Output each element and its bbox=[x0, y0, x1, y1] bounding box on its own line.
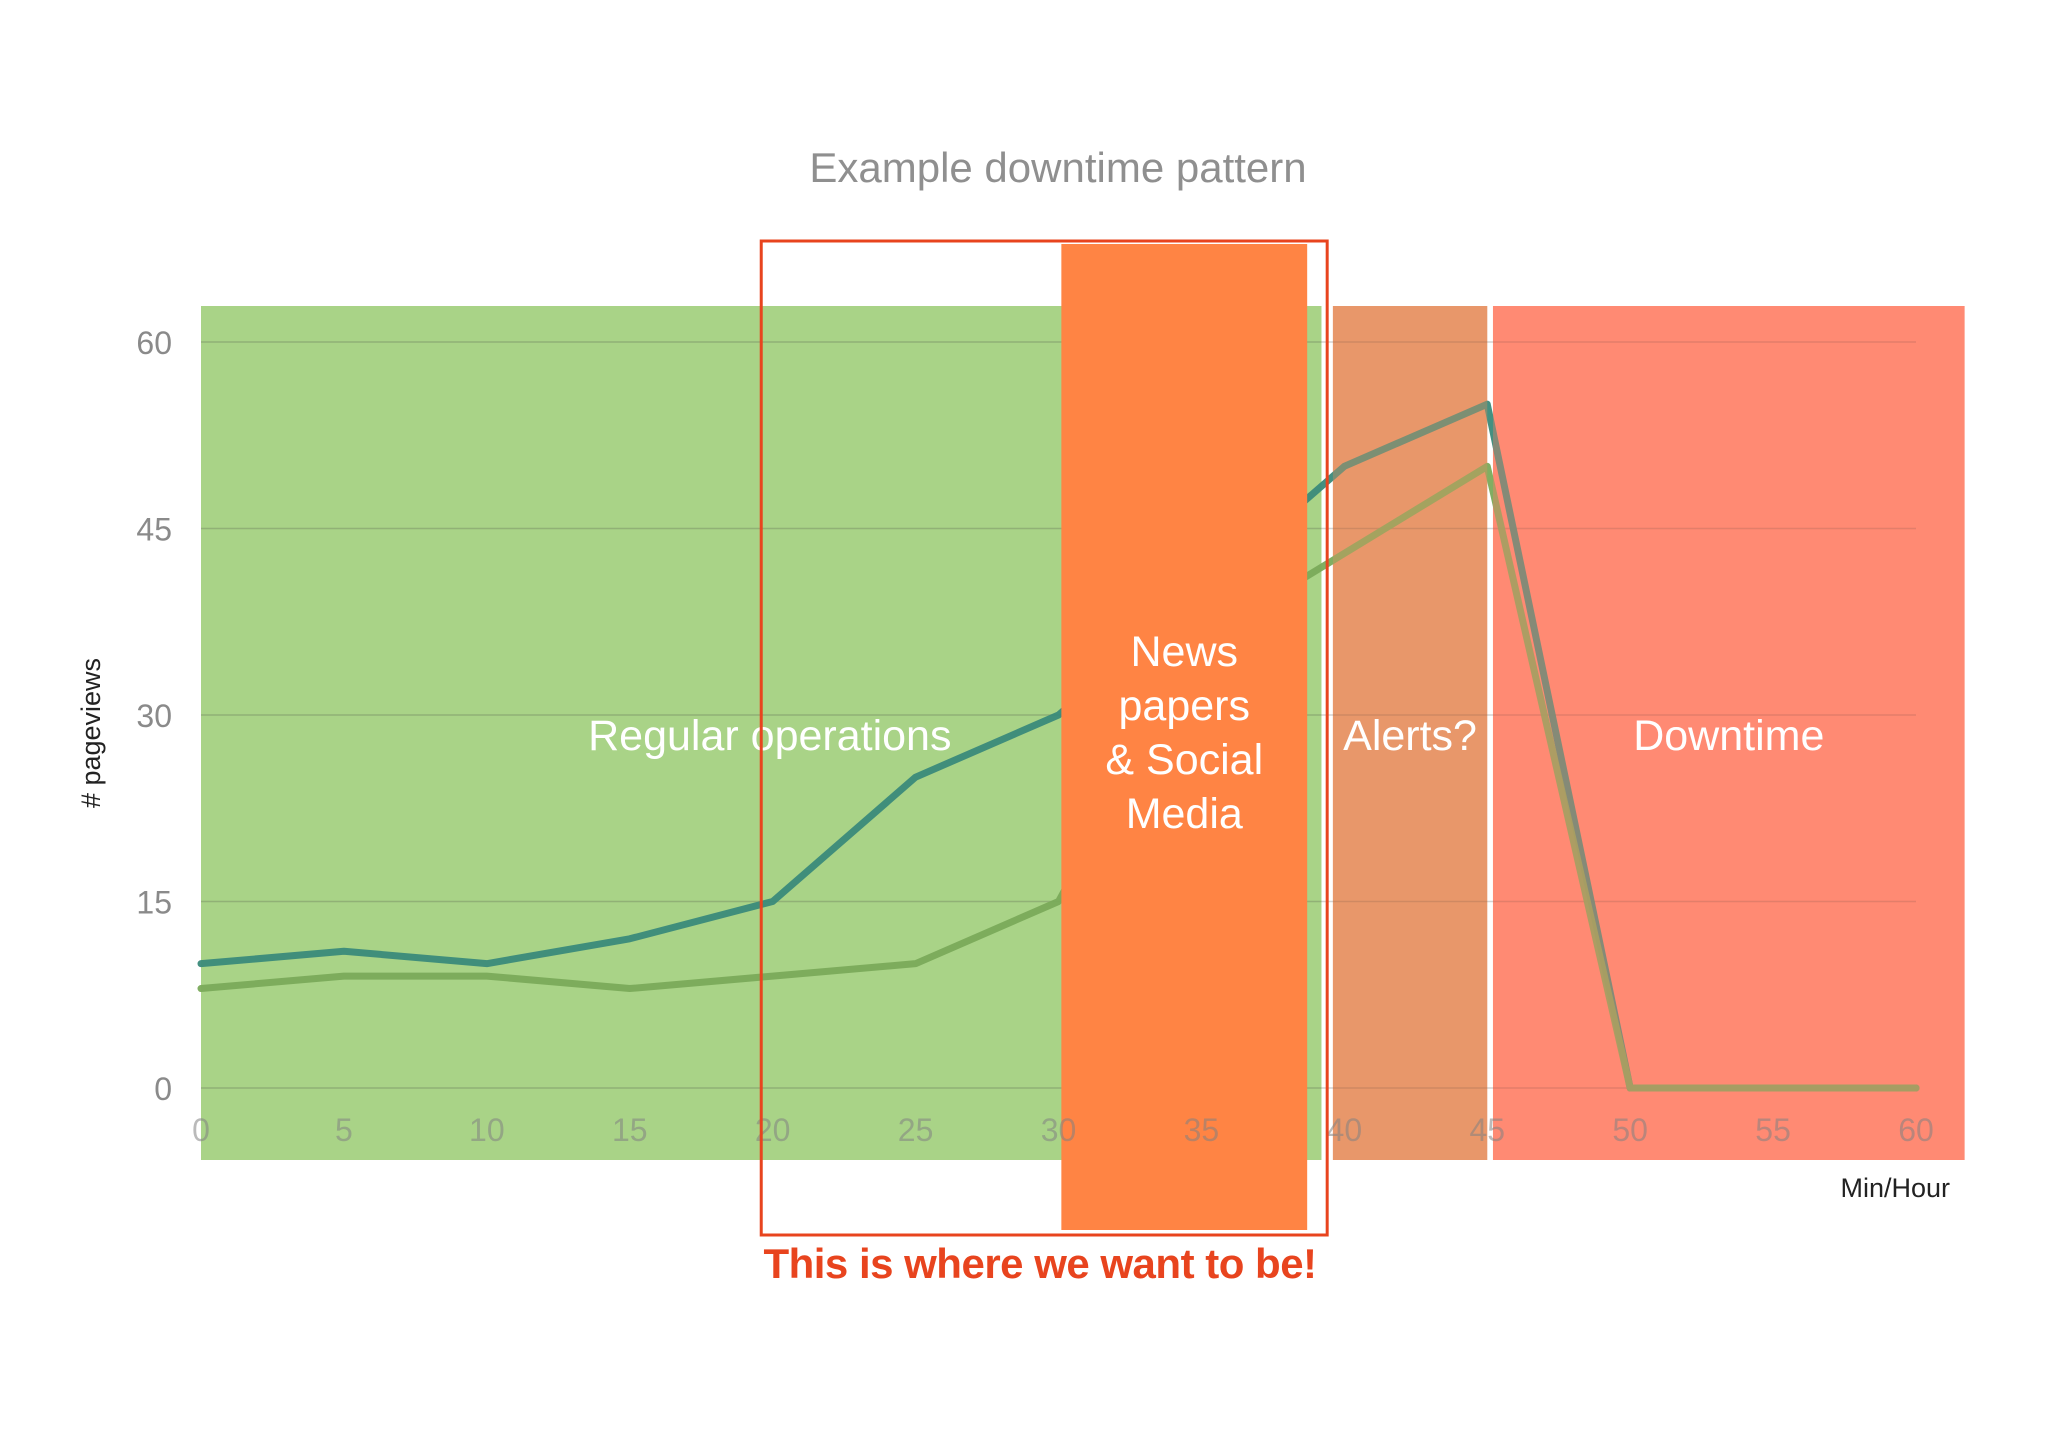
zone-label-line: News bbox=[1131, 628, 1239, 676]
zone-label: Regular operations bbox=[588, 712, 951, 760]
y-tick-label: 0 bbox=[154, 1071, 172, 1107]
chart-title: Example downtime pattern bbox=[809, 144, 1306, 191]
zone-label-line: Media bbox=[1126, 790, 1243, 838]
x-tick-label: 30 bbox=[1041, 1112, 1077, 1148]
x-tick-label: 60 bbox=[1898, 1112, 1934, 1148]
y-tick-label: 15 bbox=[136, 885, 172, 921]
x-tick-label: 35 bbox=[1184, 1112, 1220, 1148]
zone-label: Alerts? bbox=[1343, 712, 1477, 760]
y-tick-label: 45 bbox=[136, 512, 172, 548]
x-tick-label: 5 bbox=[335, 1112, 353, 1148]
x-tick-label: 15 bbox=[612, 1112, 648, 1148]
x-tick-label: 55 bbox=[1755, 1112, 1791, 1148]
x-tick-label: 10 bbox=[469, 1112, 505, 1148]
y-tick-label: 30 bbox=[136, 698, 172, 734]
zone-label-line: papers bbox=[1119, 682, 1250, 730]
callout-text: This is where we want to be! bbox=[700, 1240, 1380, 1288]
zone-label-line: & Social bbox=[1105, 736, 1263, 784]
y-tick-label: 60 bbox=[136, 325, 172, 361]
y-axis-label: # pageviews bbox=[76, 658, 106, 808]
x-tick-label: 45 bbox=[1469, 1112, 1505, 1148]
x-tick-label: 50 bbox=[1612, 1112, 1648, 1148]
x-axis-label: Min/Hour bbox=[1840, 1173, 1950, 1203]
x-tick-label: 25 bbox=[898, 1112, 934, 1148]
x-tick-label: 40 bbox=[1327, 1112, 1363, 1148]
zone-label: Downtime bbox=[1633, 712, 1824, 760]
x-tick-label: 0 bbox=[192, 1112, 210, 1148]
